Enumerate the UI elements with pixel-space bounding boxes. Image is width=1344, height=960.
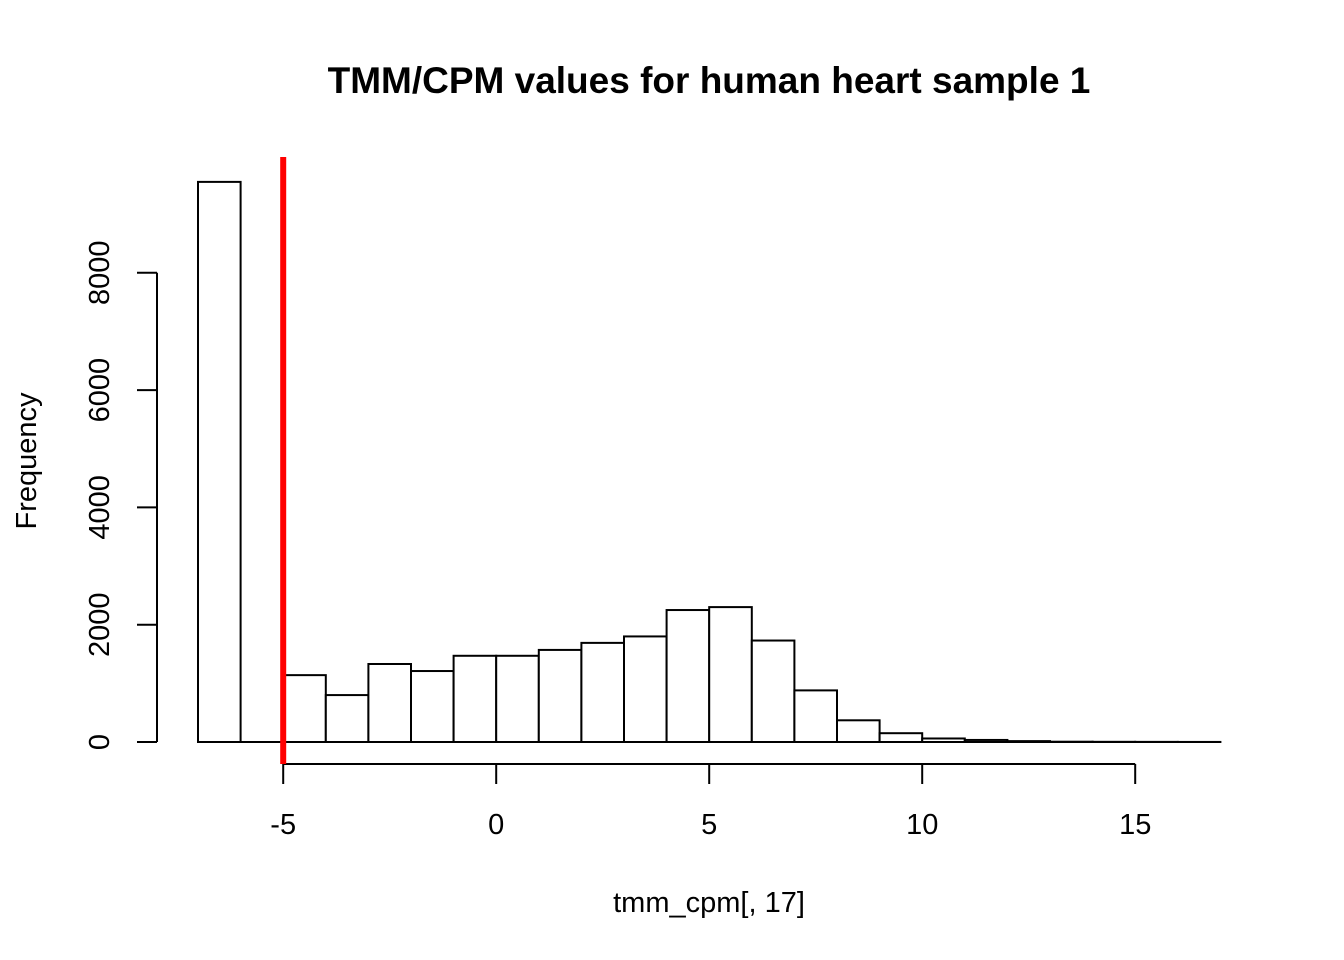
histogram-bar-4	[367, 662, 412, 743]
y-tick-label-2: 4000	[84, 475, 116, 540]
histogram-bar-12	[708, 606, 753, 743]
x-axis-label: tmm_cpm[, 17]	[613, 887, 805, 919]
x-tick-label-1: 0	[488, 809, 504, 841]
x-tick-label-2: 5	[701, 809, 717, 841]
histogram-bar-8	[537, 648, 583, 743]
y-axis: 0 2000 4000 6000 8000	[84, 241, 158, 750]
chart-title: TMM/CPM values for human heart sample 1	[328, 60, 1091, 101]
bars-group	[197, 180, 1222, 744]
histogram-bar-11	[665, 609, 711, 743]
histogram-bar-7	[495, 654, 540, 743]
x-axis: -5 0 5 10 15	[270, 763, 1151, 841]
histogram-bar-5	[410, 670, 455, 744]
histogram-bar-9	[580, 641, 626, 743]
histogram-bar-3	[324, 694, 370, 744]
histogram-bar-15	[836, 719, 881, 743]
histogram-bar-18	[963, 738, 1009, 744]
x-tick-label-4: 15	[1119, 809, 1151, 841]
y-tick-label-1: 2000	[84, 592, 116, 657]
histogram-bar-0	[197, 180, 242, 743]
y-tick-label-3: 6000	[84, 358, 116, 423]
histogram-bar-14	[793, 689, 839, 743]
x-tick-label-3: 10	[906, 809, 938, 841]
y-tick-label-0: 0	[84, 734, 116, 750]
y-tick-label-4: 8000	[84, 241, 116, 306]
histogram-bar-2	[282, 674, 327, 743]
histogram-bar-17	[921, 737, 966, 744]
histogram-bar-16	[878, 732, 924, 744]
histogram-bar-13	[750, 639, 796, 744]
histogram-bar-6	[452, 654, 498, 743]
histogram-bar-10	[623, 635, 668, 743]
x-tick-label-0: -5	[270, 809, 296, 841]
histogram-bar-19	[1006, 740, 1052, 743]
y-axis-label: Frequency	[11, 392, 43, 530]
